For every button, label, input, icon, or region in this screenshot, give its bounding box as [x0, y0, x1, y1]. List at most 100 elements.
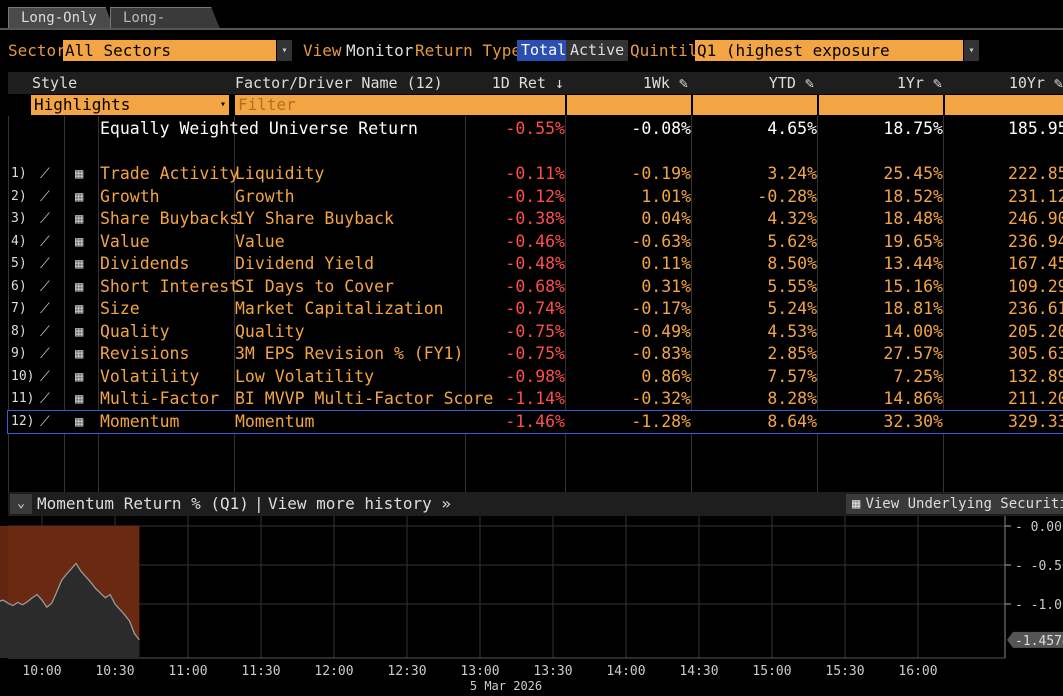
chart-line-icon[interactable]: ⟋: [40, 166, 50, 182]
return-active-button[interactable]: Active: [566, 40, 629, 61]
filter-1yr[interactable]: [819, 95, 943, 115]
quintile-dropdown-icon[interactable]: ▾: [964, 40, 979, 61]
row-ytd: 8.28%: [767, 389, 817, 408]
x-tick-label: 12:00: [314, 664, 353, 679]
view-value[interactable]: Monitor: [346, 41, 414, 60]
col-10yr-header[interactable]: 10Yr ✎: [1008, 74, 1063, 92]
row-ytd: 4.32%: [767, 209, 817, 228]
grid-line: [234, 116, 235, 492]
col-1wk-header[interactable]: 1Wk ✎: [642, 74, 688, 92]
table-row[interactable]: 5) ⟋ ▦ Dividends Dividend Yield -0.48% 0.11% 8.…: [8, 253, 1063, 275]
table-grid-icon[interactable]: ▦: [75, 413, 84, 430]
chart-line-icon[interactable]: ⟋: [40, 301, 50, 317]
momentum-chart[interactable]: 10:00 10:30 11:00 11:30 12:00 12:30 13:00 13:30…: [0, 516, 1063, 696]
chart-line-icon[interactable]: ⟋: [40, 278, 50, 295]
table-row[interactable]: 9) ⟋ ▦ Revisions 3M EPS Revision % (FY1) -0.7…: [8, 343, 1063, 365]
table-grid-icon[interactable]: ▦: [75, 166, 84, 182]
table-row[interactable]: 2) ⟋ ▦ Growth Growth -0.12% 1.01% -0.28% 18.52% 2…: [8, 186, 1063, 208]
sector-select[interactable]: All Sectors: [63, 40, 276, 61]
row-10yr: 109.29%: [1008, 276, 1063, 296]
row-10yr: 329.33%: [1008, 411, 1063, 431]
table-grid-icon[interactable]: ▦: [75, 256, 84, 272]
filter-ytd[interactable]: [693, 95, 817, 115]
table-row[interactable]: 3) ⟋ ▦ Share Buybacks 1Y Share Buyback -0.38%…: [8, 208, 1063, 230]
table-grid-icon[interactable]: ▦: [75, 211, 84, 227]
row-style: Trade Activity: [100, 164, 240, 183]
chart-line-icon[interactable]: ⟋: [40, 346, 50, 362]
table-row[interactable]: 12) ⟋ ▦ Momentum Momentum -1.46% -1.28% 8.64% 32…: [7, 409, 1063, 434]
filter-1d[interactable]: [468, 95, 565, 115]
table-row[interactable]: 4) ⟋ ▦ Value Value -0.46% -0.63% 5.62% 19.65% 236…: [8, 231, 1063, 253]
row-style: Quality: [100, 321, 170, 341]
y-tick-label: - -1.00: [1015, 598, 1063, 613]
grid-line: [98, 116, 99, 492]
chart-line-icon[interactable]: ⟋: [40, 391, 50, 407]
table-row[interactable]: 6) ⟋ ▦ Short Interest SI Days to Cover -0.68%…: [8, 276, 1063, 298]
pencil-icon[interactable]: ✎: [678, 74, 688, 92]
sector-dropdown-icon[interactable]: ▾: [277, 40, 292, 61]
col-ytd-header[interactable]: YTD ✎: [768, 74, 814, 92]
universe-row[interactable]: Equally Weighted Universe Return -0.55% …: [8, 118, 1063, 140]
table-grid-icon[interactable]: ▦: [75, 301, 84, 317]
table-grid-icon[interactable]: ▦: [75, 233, 84, 250]
row-style: Multi-Factor: [100, 389, 220, 408]
row-1yr: 7.25%: [893, 366, 943, 386]
table-grid-icon[interactable]: ▦: [75, 391, 84, 407]
pencil-icon[interactable]: ✎: [1053, 74, 1063, 92]
row-10yr: 236.94%: [1008, 231, 1063, 251]
x-tick-label: 14:00: [606, 664, 645, 679]
pencil-icon[interactable]: ✎: [804, 74, 814, 92]
row-1yr: 25.45%: [883, 164, 943, 183]
table-grid-icon[interactable]: ▦: [75, 346, 84, 362]
table-row[interactable]: 1) ⟋ ▦ Trade Activity Liquidity -0.11% -0.19% 3…: [8, 163, 1063, 185]
table-grid-icon[interactable]: ▦: [75, 368, 84, 385]
col-1yr-header[interactable]: 1Yr ✎: [896, 74, 942, 92]
row-1yr: 14.86%: [883, 389, 943, 408]
pencil-icon[interactable]: ✎: [932, 74, 942, 92]
tab-divider: [0, 28, 1063, 30]
table-row[interactable]: 7) ⟋ ▦ Size Market Capitalization -0.74% -0.17…: [8, 298, 1063, 320]
table-row[interactable]: 8) ⟋ ▦ Quality Quality -0.75% -0.49% 4.53% 14.00…: [8, 321, 1063, 343]
chart-line-icon[interactable]: ⟋: [40, 256, 50, 272]
x-tick-label: 10:30: [95, 664, 134, 679]
chart-line-icon[interactable]: ⟋: [40, 188, 50, 205]
chart-line-icon[interactable]: ⟋: [40, 413, 50, 430]
highlights-dropdown-icon[interactable]: ▾: [220, 99, 227, 110]
filter-1wk[interactable]: [567, 95, 691, 115]
view-underlying-securities-button[interactable]: ▦ View Underlying Securities: [846, 494, 1063, 514]
chart-line-icon[interactable]: ⟋: [40, 233, 50, 250]
table-row[interactable]: 11) ⟋ ▦ Multi-Factor BI MVVP Multi-Factor Sc…: [8, 388, 1063, 410]
view-more-history-link[interactable]: View more history »: [268, 494, 452, 513]
row-ytd: 8.64%: [767, 411, 817, 431]
quintile-select[interactable]: Q1 (highest exposure values): [695, 40, 963, 81]
quintile-label: Quintile: [630, 41, 708, 60]
row-style: Growth: [100, 186, 160, 206]
x-tick-label: 11:30: [241, 664, 280, 679]
return-total-button[interactable]: Total: [517, 40, 571, 61]
col-style-header[interactable]: Style: [32, 74, 78, 92]
col-1d-header[interactable]: 1D Ret ↓: [491, 74, 564, 92]
highlights-select[interactable]: Highlights: [31, 95, 229, 115]
table-row[interactable]: 10) ⟋ ▦ Volatility Low Volatility -0.98% 0.86%…: [8, 366, 1063, 388]
chart-title-separator: |: [254, 494, 264, 513]
grid-line: [691, 116, 692, 492]
collapse-icon[interactable]: ⌄: [10, 494, 32, 514]
row-factor: Low Volatility: [235, 366, 375, 386]
row-index: 8): [11, 323, 27, 339]
filter-10yr[interactable]: [945, 95, 1063, 115]
row-ytd: 5.55%: [767, 276, 817, 296]
row-1d: -0.75%: [505, 344, 565, 363]
row-1d: -0.68%: [505, 276, 565, 296]
filter-input[interactable]: Filter: [235, 95, 468, 115]
tab-long-only[interactable]: Long-Only: [8, 7, 114, 29]
chart-line-icon[interactable]: ⟋: [40, 211, 50, 227]
chart-line-icon[interactable]: ⟋: [40, 368, 50, 385]
col-factor-header[interactable]: Factor/Driver Name (12): [235, 74, 443, 92]
chart-line-icon[interactable]: ⟋: [40, 323, 50, 340]
table-grid-icon[interactable]: ▦: [75, 323, 84, 340]
sector-label: Sector: [8, 41, 66, 60]
tab-long-short[interactable]: Long-Short: [110, 7, 220, 29]
row-index: 3): [11, 211, 27, 226]
table-grid-icon[interactable]: ▦: [75, 278, 84, 295]
table-grid-icon[interactable]: ▦: [75, 188, 84, 205]
